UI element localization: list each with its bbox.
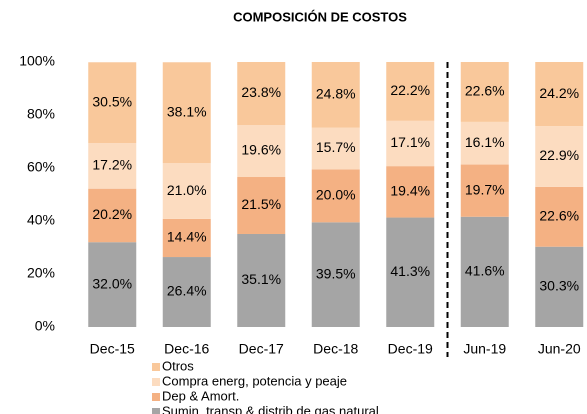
x-tick-label: Dec-15 xyxy=(90,341,135,357)
legend-swatch xyxy=(152,363,160,371)
value-label: 17.2% xyxy=(92,157,132,173)
value-label: 15.7% xyxy=(316,139,356,155)
legend-swatch xyxy=(152,393,160,401)
value-label: 30.5% xyxy=(92,93,132,109)
bar-segment xyxy=(535,126,584,187)
legend-label: Dep & Amort. xyxy=(162,388,239,403)
value-label: 19.4% xyxy=(390,183,430,199)
x-tick-label: Dec-19 xyxy=(388,341,433,357)
value-label: 21.5% xyxy=(241,196,281,212)
y-tick-label: 20% xyxy=(27,265,55,281)
bar-segment xyxy=(311,222,360,327)
x-tick-label: Dec-17 xyxy=(239,341,284,357)
x-tick-label: Jun-19 xyxy=(463,341,506,357)
value-label: 30.3% xyxy=(539,278,579,294)
bar-segment xyxy=(162,62,211,164)
bar-segment xyxy=(88,62,137,144)
value-label: 39.5% xyxy=(316,265,356,281)
bar-segment xyxy=(386,62,435,121)
bar-segment xyxy=(237,125,286,178)
bar-segment xyxy=(162,218,211,258)
bar-segment xyxy=(386,166,435,218)
bar-segment xyxy=(535,62,584,127)
bar-segment xyxy=(386,120,435,167)
legend-label: Otros xyxy=(162,358,194,373)
bar-segment xyxy=(386,217,435,327)
bar-segment xyxy=(311,127,360,170)
bar-segment xyxy=(460,164,509,217)
bar-segment xyxy=(162,163,211,219)
value-label: 14.4% xyxy=(167,229,207,245)
value-label: 24.8% xyxy=(316,86,356,102)
value-label: 35.1% xyxy=(241,271,281,287)
value-label: 41.3% xyxy=(390,263,430,279)
value-label: 20.2% xyxy=(92,206,132,222)
value-label: 19.6% xyxy=(241,142,281,158)
y-tick-label: 80% xyxy=(27,106,55,122)
value-label: 24.2% xyxy=(539,85,579,101)
value-label: 22.6% xyxy=(465,83,505,99)
y-tick-label: 60% xyxy=(27,159,55,175)
bar-segment xyxy=(88,188,137,243)
legend-label: Compra energ, potencia y peaje xyxy=(162,373,347,388)
bar-segment xyxy=(311,62,360,128)
value-label: 41.6% xyxy=(465,263,505,279)
bar-segment xyxy=(460,62,509,122)
bar-segment xyxy=(88,143,137,189)
value-label: 23.8% xyxy=(241,84,281,100)
bar-segment xyxy=(237,62,286,126)
value-label: 26.4% xyxy=(167,283,207,299)
bar-segment xyxy=(162,257,211,327)
bar-segment xyxy=(460,121,509,165)
value-label: 16.1% xyxy=(465,134,505,150)
bar-segment xyxy=(311,169,360,223)
y-tick-label: 100% xyxy=(19,53,55,69)
legend-label: Sumin, transp & distrib de gas natural xyxy=(162,403,379,414)
value-label: 22.6% xyxy=(539,207,579,223)
legend-swatch xyxy=(152,408,160,414)
x-tick-label: Dec-18 xyxy=(313,341,358,357)
value-label: 22.2% xyxy=(390,82,430,98)
bar-segment xyxy=(237,233,286,327)
value-label: 32.0% xyxy=(92,275,132,291)
value-label: 17.1% xyxy=(390,134,430,150)
y-tick-label: 40% xyxy=(27,212,55,228)
x-tick-label: Dec-16 xyxy=(164,341,209,357)
value-label: 21.0% xyxy=(167,182,207,198)
value-label: 20.0% xyxy=(316,187,356,203)
value-label: 22.9% xyxy=(539,147,579,163)
y-tick-label: 0% xyxy=(35,318,55,334)
bar-segment xyxy=(237,177,286,234)
value-label: 19.7% xyxy=(465,181,505,197)
x-tick-label: Jun-20 xyxy=(538,341,581,357)
bar-segment xyxy=(460,216,509,327)
bar-segment xyxy=(535,246,584,327)
bar-segment xyxy=(88,242,137,327)
legend-swatch xyxy=(152,378,160,386)
bar-segment xyxy=(535,186,584,247)
chart-title: COMPOSICIÓN DE COSTOS xyxy=(233,9,407,24)
value-label: 38.1% xyxy=(167,103,207,119)
